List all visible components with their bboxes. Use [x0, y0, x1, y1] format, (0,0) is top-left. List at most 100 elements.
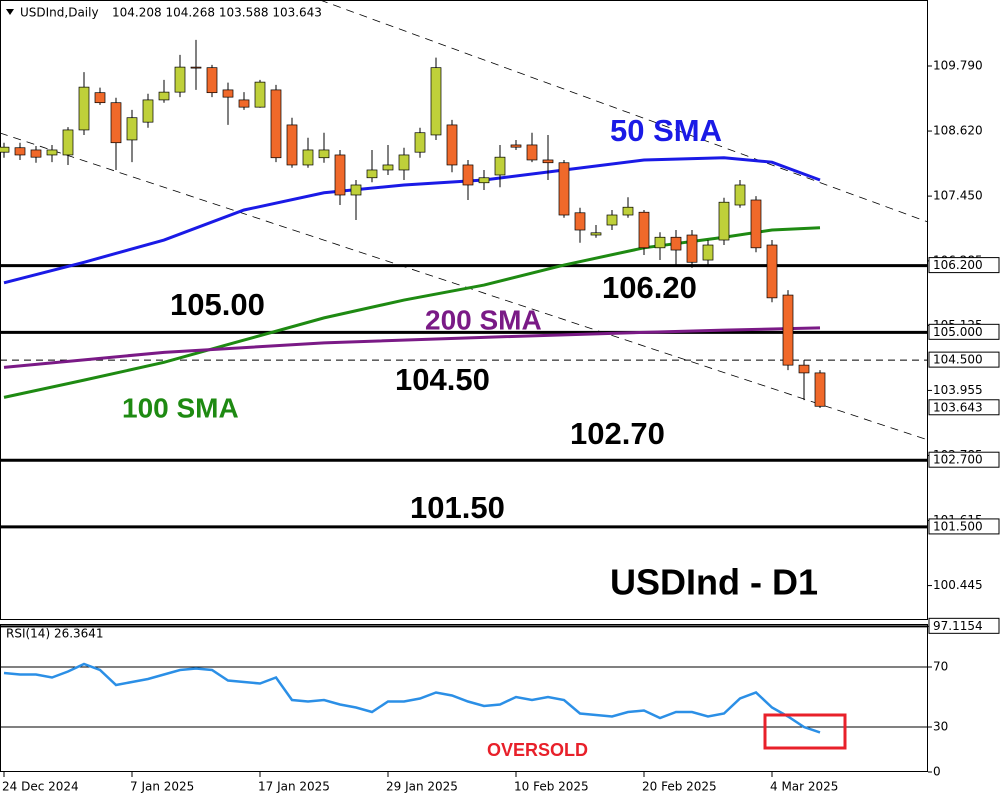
candle-body [670, 236, 682, 251]
last-price-box [928, 399, 1000, 416]
rsi-line [3, 662, 821, 734]
candle-body [542, 159, 554, 164]
candle-body [238, 99, 250, 108]
y-tick-label: 97.1154 [933, 619, 983, 633]
level-annotation: 101.50 [410, 490, 505, 525]
candle-body [462, 164, 474, 186]
candle-body [718, 201, 730, 241]
candle-body [206, 67, 218, 94]
candle-body [270, 89, 282, 159]
candle-body [638, 211, 650, 249]
candle-body [430, 67, 442, 136]
candle-body [398, 154, 410, 171]
candle-body [446, 124, 458, 166]
y-tick-label: 108.620 [933, 124, 983, 138]
candle-body [174, 66, 186, 93]
candle-body [510, 144, 522, 148]
candle-body [654, 236, 666, 249]
header-ohlc: 104.208 104.268 103.588 103.643 [112, 6, 322, 20]
level-label: 105.000 [933, 325, 983, 339]
candle-body [798, 364, 810, 374]
candle-body [478, 177, 490, 184]
candle-body [782, 294, 794, 366]
sma-label: 50 SMA [610, 113, 722, 148]
x-tick-label: 4 Mar 2025 [770, 780, 838, 794]
rsi-title: RSI(14) 26.3641 [6, 627, 104, 641]
candle-body [94, 92, 106, 104]
level-box [928, 257, 1000, 274]
x-tick-label: 10 Feb 2025 [514, 780, 589, 794]
header-symbol: USDInd,Daily [20, 6, 99, 20]
candle-body [14, 147, 26, 156]
candle-body [702, 244, 714, 261]
candle-body [494, 156, 506, 176]
level-label: 102.700 [933, 453, 983, 467]
header-arrow [6, 9, 14, 15]
candle-body [0, 146, 10, 153]
sma-line [3, 326, 821, 369]
candle-body [302, 149, 314, 166]
candle-body [414, 132, 426, 153]
candle-body [46, 149, 58, 156]
rsi-panel [0, 624, 928, 772]
chart-title: USDInd - D1 [610, 562, 818, 603]
y-tick-label: 109.790 [933, 58, 983, 72]
oversold-box [763, 713, 847, 750]
candle-body [142, 99, 154, 123]
price-panel [0, 0, 928, 620]
level-box [928, 351, 1000, 368]
candle-body [110, 102, 122, 144]
x-tick-label: 29 Jan 2025 [386, 780, 458, 794]
y-tick-label: 30 [933, 720, 948, 734]
level-box [928, 323, 1000, 340]
level-label: 106.200 [933, 258, 983, 272]
y-tick-label: 0 [933, 765, 941, 779]
last-price-label: 103.643 [933, 400, 983, 414]
x-tick-label: 7 Jan 2025 [130, 780, 194, 794]
candle-body [382, 164, 394, 171]
candle-body [686, 234, 698, 263]
sma-label: 200 SMA [425, 304, 542, 335]
sma-label: 100 SMA [122, 392, 239, 423]
level-label: 101.500 [933, 519, 983, 533]
level-annotation: 106.20 [602, 270, 697, 305]
candle-body [318, 149, 330, 159]
candle-body [366, 169, 378, 179]
candle-body [606, 214, 618, 226]
sma-line [3, 156, 821, 285]
x-tick-label: 20 Feb 2025 [642, 780, 717, 794]
sma-line [3, 226, 821, 399]
candle-body [590, 232, 602, 236]
x-tick-label: 17 Jan 2025 [258, 780, 330, 794]
candle-body [334, 154, 346, 196]
candle-body [574, 212, 586, 231]
level-box [928, 518, 1000, 535]
candle-body [254, 81, 266, 108]
candle-body [158, 91, 170, 101]
channel-line [319, 0, 929, 223]
candle-body [734, 184, 746, 206]
x-tick-label: 24 Dec 2024 [2, 780, 79, 794]
candle-body [222, 89, 234, 98]
candle-body [286, 124, 298, 166]
level-annotation: 105.00 [170, 287, 265, 322]
candle-body [766, 244, 778, 299]
level-annotation: 102.70 [570, 416, 665, 451]
candle-body [558, 162, 570, 216]
y-tick-label: 107.450 [933, 189, 983, 203]
y-tick-label: 103.955 [933, 383, 983, 397]
candle-body [126, 117, 138, 141]
candle-body [622, 206, 634, 216]
candle-body [78, 86, 90, 131]
y-tick-label: 70 [933, 660, 948, 674]
y-tick-box [928, 617, 1000, 634]
level-annotation: 104.50 [395, 362, 490, 397]
level-box [928, 451, 1000, 468]
channel-line [0, 132, 929, 441]
candle-body [30, 149, 42, 158]
candle-body [62, 129, 74, 156]
candle-body [814, 372, 826, 407]
candle-body [350, 184, 362, 196]
